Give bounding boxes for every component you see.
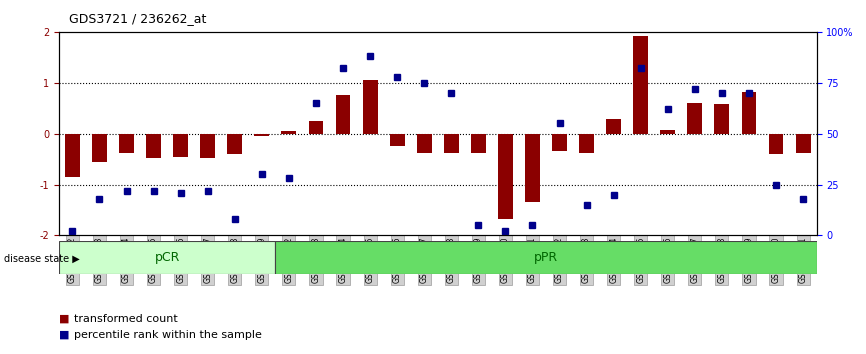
Text: pCR: pCR xyxy=(154,251,180,264)
Bar xyxy=(281,131,296,133)
Bar xyxy=(363,80,378,133)
Bar xyxy=(59,241,275,274)
Bar xyxy=(553,133,567,152)
Bar xyxy=(444,133,459,153)
Bar xyxy=(498,133,513,219)
Bar xyxy=(796,133,811,153)
Bar xyxy=(579,133,594,153)
Bar xyxy=(769,133,784,154)
Bar xyxy=(173,133,188,156)
Bar xyxy=(390,133,404,146)
Bar xyxy=(200,133,215,158)
Bar xyxy=(120,133,134,153)
Bar xyxy=(606,119,621,133)
Bar xyxy=(228,133,242,154)
Text: disease state ▶: disease state ▶ xyxy=(4,254,80,264)
Text: ■: ■ xyxy=(59,314,69,324)
Bar xyxy=(741,92,756,133)
Text: ■: ■ xyxy=(59,330,69,339)
Bar xyxy=(525,133,540,202)
Bar xyxy=(336,96,351,133)
Bar xyxy=(255,133,269,136)
Text: pPR: pPR xyxy=(534,251,558,264)
Text: GDS3721 / 236262_at: GDS3721 / 236262_at xyxy=(69,12,207,25)
Bar xyxy=(688,103,702,133)
Bar xyxy=(65,133,80,177)
Text: transformed count: transformed count xyxy=(74,314,178,324)
Bar xyxy=(471,133,486,153)
Bar xyxy=(661,130,675,133)
Bar xyxy=(92,133,107,162)
Text: percentile rank within the sample: percentile rank within the sample xyxy=(74,330,262,339)
Bar xyxy=(633,36,648,133)
Bar xyxy=(146,133,161,158)
Bar xyxy=(417,133,431,153)
Bar xyxy=(714,104,729,133)
Bar xyxy=(308,121,323,133)
Bar xyxy=(275,241,817,274)
